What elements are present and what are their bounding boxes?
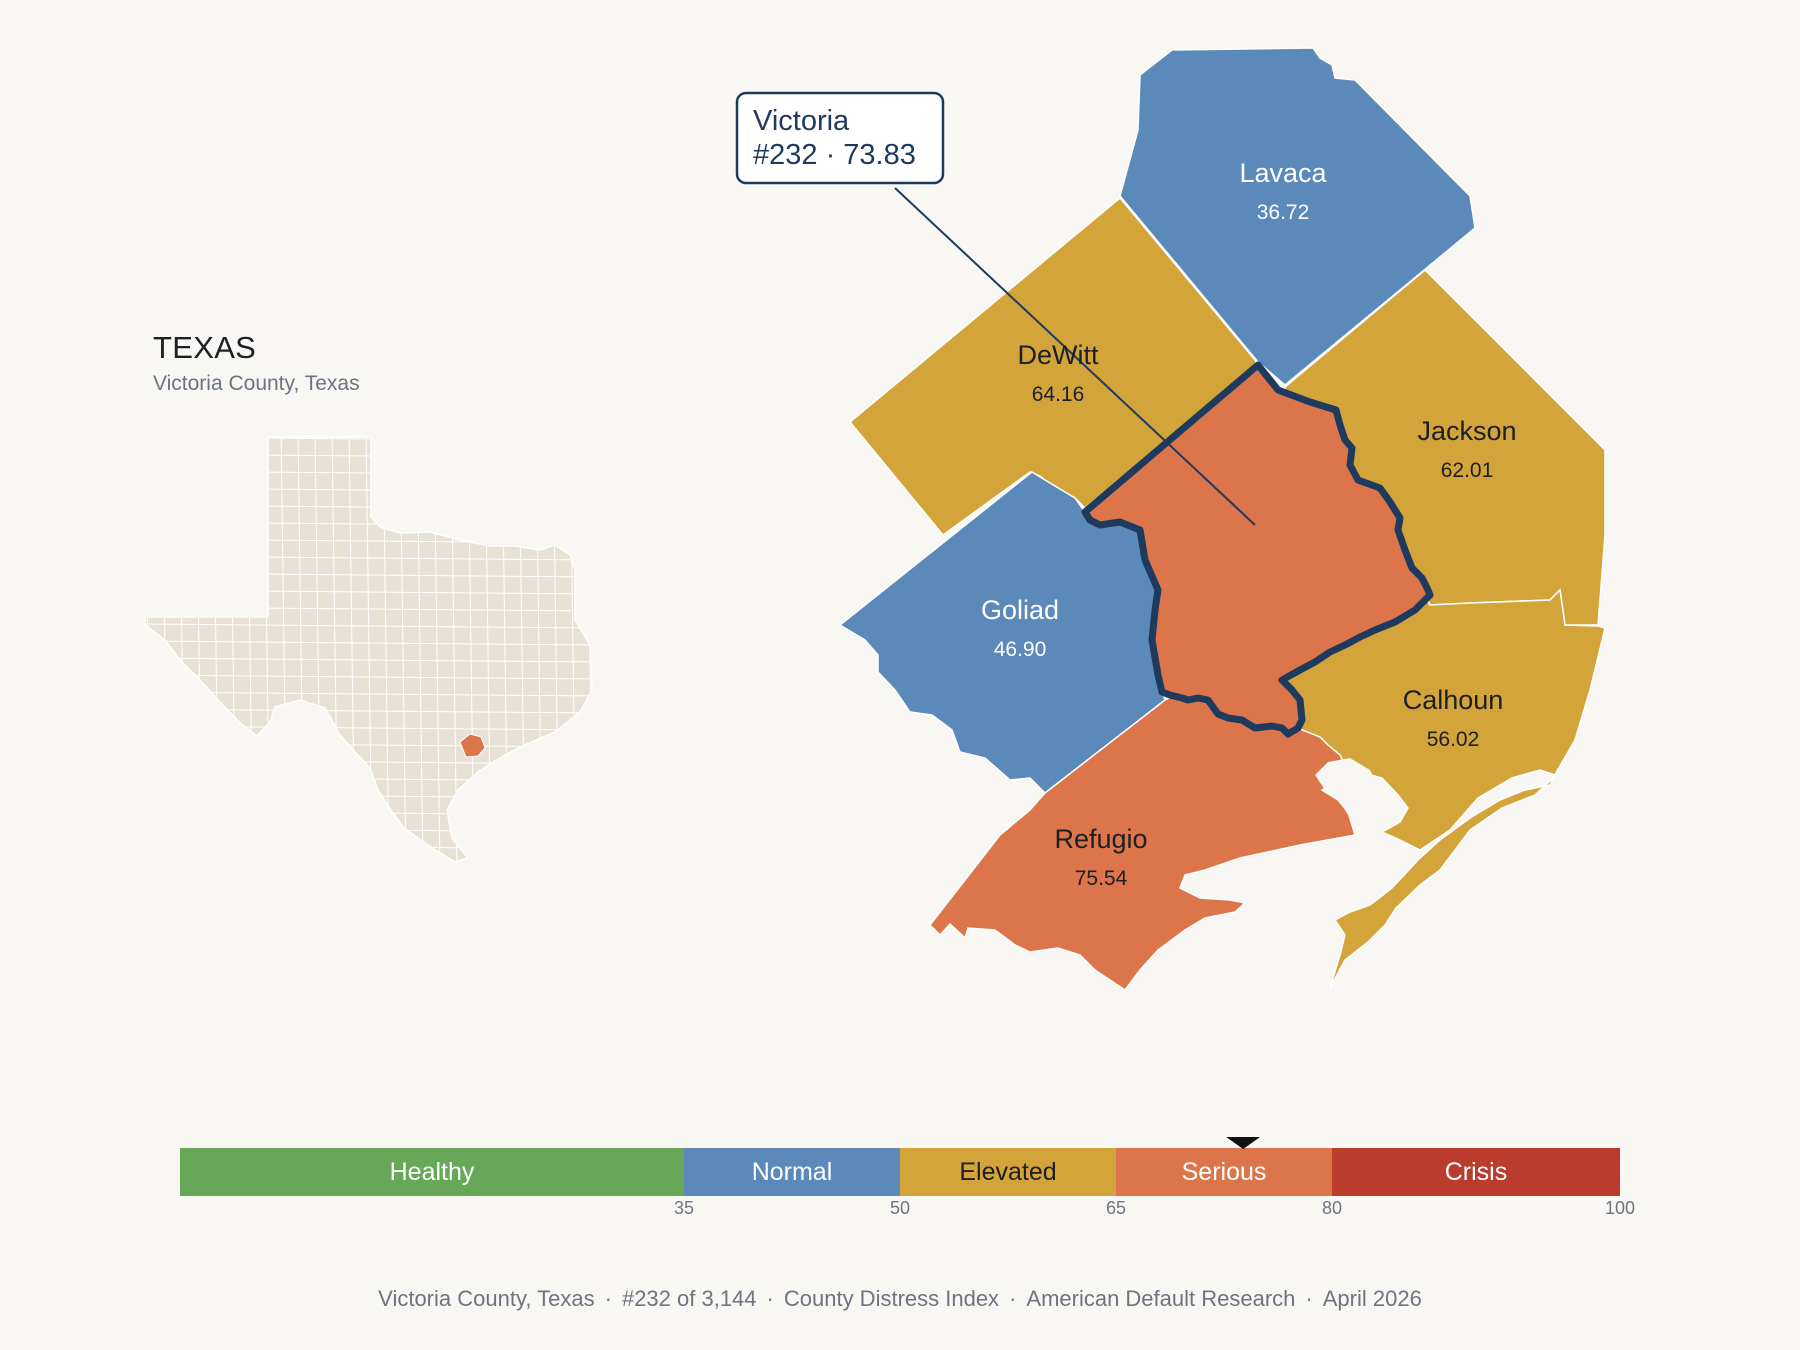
legend-tick-50: 50 [890,1198,910,1218]
county-value-dewitt: 64.16 [1032,383,1085,406]
legend-band-elevated [900,1148,1116,1196]
county-label-dewitt: DeWitt [1018,340,1099,370]
inset-grid-line [145,691,592,697]
legend-band-label-healthy: Healthy [390,1158,475,1186]
county-value-jackson: 62.01 [1441,459,1494,482]
county-label-refugio: Refugio [1054,824,1147,854]
county-value-goliad: 46.90 [994,638,1047,661]
inset-grid-line [145,674,592,680]
callout-county-name: Victoria [753,105,850,137]
inset-grid-line [145,623,592,629]
inset-grid-line [145,776,592,782]
callout-box [735,91,945,185]
callout-leader-line [894,187,1256,526]
legend-tick-35: 35 [674,1198,694,1218]
county-label-lavaca: Lavaca [1239,158,1327,188]
county-refugio[interactable] [929,693,1370,992]
inset-county-subtitle: Victoria County, Texas [153,372,360,395]
footer-credits: Victoria County, Texas · #232 of 3,144 · Cou… [378,1286,1422,1311]
distress-legend: Healthy Normal Elevated Serious Crisis 35 50 65… [180,1137,1635,1218]
bay-water [1315,758,1400,835]
legend-band-label-normal: Normal [752,1158,833,1186]
inset-grid-line [145,810,592,816]
footer-index-name: County Distress Index [783,1286,1000,1311]
texas-inset-map [144,436,593,863]
county-value-refugio: 75.54 [1075,867,1128,890]
county-label-goliad: Goliad [981,595,1059,625]
legend-band-serious [1116,1148,1332,1196]
legend-band-label-elevated: Elevated [959,1158,1056,1186]
inset-grid-line [145,657,592,663]
victoria-highlight-outline [1081,361,1434,738]
inset-grid-line [145,827,592,833]
inset-state-title: TEXAS [153,330,257,365]
inset-grid-line [161,437,169,862]
footer-date: April 2026 [1322,1286,1422,1311]
legend-band-healthy [180,1148,684,1196]
legend-band-label-crisis: Crisis [1445,1158,1508,1186]
inset-grid-line [145,437,152,862]
legend-band-label-serious: Serious [1182,1158,1267,1186]
county-value-lavaca: 36.72 [1257,201,1310,224]
footer-source: American Default Research [1026,1286,1296,1311]
callout-rank-score: #232 · 73.83 [753,139,916,171]
legend-tick-80: 80 [1322,1198,1342,1218]
inset-grid-line [145,844,592,850]
county-label-jackson: Jackson [1417,416,1516,446]
county-labels: Lavaca 36.72 DeWitt 64.16 Jackson 62.01 … [981,158,1517,890]
footer-rank: #232 of 3,144 [621,1286,757,1311]
county-lavaca[interactable] [1119,47,1476,386]
legend-tick-65: 65 [1106,1198,1126,1218]
inset-grid-line [145,793,592,799]
footer-county: Victoria County, Texas [378,1286,595,1311]
inset-grid-line [145,861,592,862]
county-map [838,47,1606,992]
victoria-callout: Victoria #232 · 73.83 [735,91,945,185]
inset-grid-line [145,640,592,646]
legend-band-normal [684,1148,900,1196]
county-value-calhoun: 56.02 [1427,728,1480,751]
legend-tick-100: 100 [1605,1198,1635,1218]
inset-victoria-highlight [459,733,486,758]
legend-band-crisis [1332,1148,1620,1196]
county-label-calhoun: Calhoun [1403,685,1504,715]
legend-current-marker [1226,1137,1261,1149]
